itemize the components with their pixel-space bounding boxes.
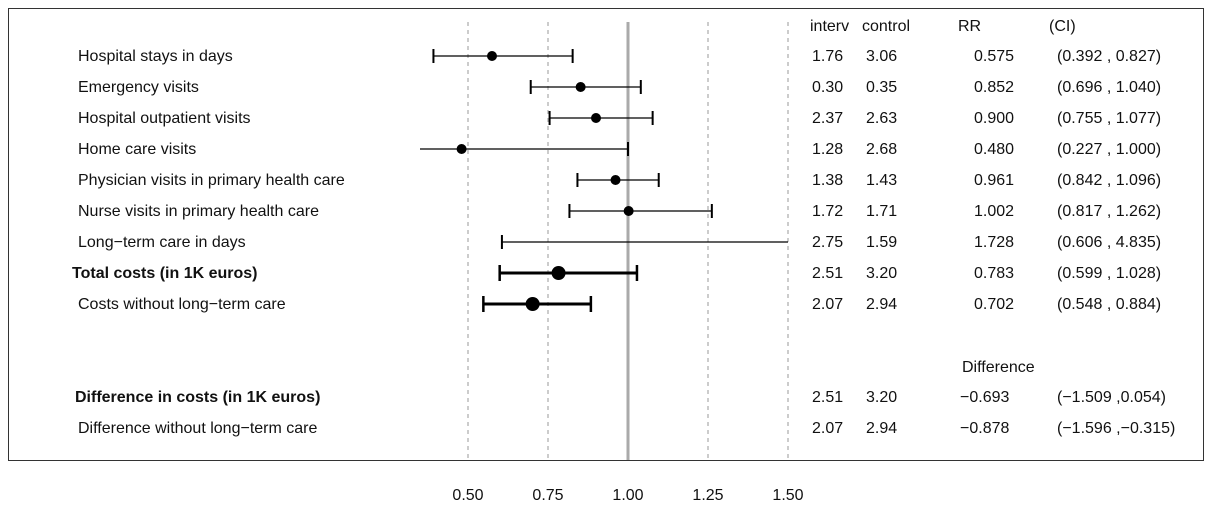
row-label: Physician visits in primary health care [78,172,345,189]
rr-value: 1.002 [974,203,1014,220]
ci-value: (−1.509 ,0.054) [1057,389,1166,406]
rr-value: 0.783 [974,265,1014,282]
header-control: control [862,18,910,35]
difference-value: −0.878 [960,420,1009,437]
x-tick-label: 0.50 [452,487,483,504]
header-interv: interv [810,18,849,35]
header-difference: Difference [962,359,1035,376]
control-value: 0.35 [866,79,897,96]
row-label: Emergency visits [78,79,199,96]
x-tick-label: 1.25 [692,487,723,504]
control-value: 1.43 [866,172,897,189]
interv-value: 2.07 [812,420,843,437]
estimate-point [591,113,601,123]
ci-value: (0.548 , 0.884) [1057,296,1161,313]
control-value: 3.20 [866,389,897,406]
chart-frame [8,8,1204,461]
row-label: Home care visits [78,141,196,158]
interv-value: 1.72 [812,203,843,220]
row-label: Nurse visits in primary health care [78,203,319,220]
interv-value: 1.28 [812,141,843,158]
interv-value: 0.30 [812,79,843,96]
estimate-point [456,144,467,154]
ci-value: (0.392 , 0.827) [1057,48,1161,65]
interv-value: 2.51 [812,265,843,282]
estimate-point [525,297,540,311]
control-value: 2.63 [866,110,897,127]
ci-value: (−1.596 ,−0.315) [1057,420,1175,437]
control-value: 1.59 [866,234,897,251]
control-value: 3.06 [866,48,897,65]
control-value: 1.71 [866,203,897,220]
control-value: 2.94 [866,420,897,437]
rr-value: 0.961 [974,172,1014,189]
x-tick-label: 1.00 [612,487,643,504]
difference-row-label: Difference in costs (in 1K euros) [75,389,320,406]
interv-value: 2.07 [812,296,843,313]
interv-value: 2.75 [812,234,843,251]
interv-value: 2.51 [812,389,843,406]
control-value: 2.68 [866,141,897,158]
ci-value: (0.696 , 1.040) [1057,79,1161,96]
control-value: 3.20 [866,265,897,282]
rr-value: 0.900 [974,110,1014,127]
row-label: Total costs (in 1K euros) [72,265,258,282]
interv-value: 1.38 [812,172,843,189]
row-label: Hospital outpatient visits [78,110,251,127]
estimate-point [551,266,566,280]
rr-value: 0.480 [974,141,1014,158]
estimate-point [575,82,586,92]
x-tick-label: 0.75 [532,487,563,504]
ci-value: (0.842 , 1.096) [1057,172,1161,189]
ci-value: (0.227 , 1.000) [1057,141,1161,158]
ci-value: (0.599 , 1.028) [1057,265,1161,282]
estimate-point [610,175,621,185]
rr-value: 0.702 [974,296,1014,313]
row-label: Long−term care in days [78,234,246,251]
x-tick-label: 1.50 [772,487,803,504]
rr-value: 0.575 [974,48,1014,65]
ci-value: (0.606 , 4.835) [1057,234,1161,251]
ci-value: (0.755 , 1.077) [1057,110,1161,127]
interv-value: 1.76 [812,48,843,65]
ci-value: (0.817 , 1.262) [1057,203,1161,220]
estimate-point [487,51,497,61]
row-label: Costs without long−term care [78,296,286,313]
rr-value: 0.852 [974,79,1014,96]
header-rr: RR [958,18,981,35]
estimate-point [623,206,634,216]
difference-value: −0.693 [960,389,1009,406]
interv-value: 2.37 [812,110,843,127]
rr-value: 1.728 [974,234,1014,251]
difference-row-label: Difference without long−term care [78,420,317,437]
row-label: Hospital stays in days [78,48,233,65]
header-ci: (CI) [1049,18,1076,35]
control-value: 2.94 [866,296,897,313]
